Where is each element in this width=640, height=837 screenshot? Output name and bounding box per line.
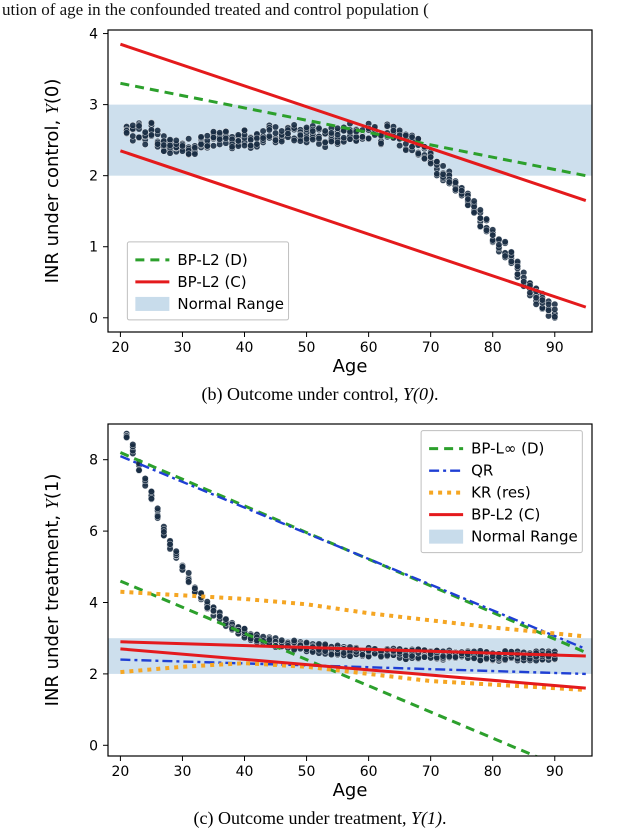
panel-c: 20 30 40 50 60 70 80 90 0 2 4 6 8 Age INR under treatm… xyxy=(40,418,600,836)
svg-text:40: 40 xyxy=(236,764,254,780)
svg-text:30: 30 xyxy=(174,340,192,356)
caption-c: (c) Outcome under treatment, Y(1). xyxy=(40,808,600,829)
svg-text:90: 90 xyxy=(546,764,564,780)
page: ution of age in the confounded treated a… xyxy=(0,0,640,837)
svg-text:INR under treatment, Y(1): INR under treatment, Y(1) xyxy=(42,474,63,707)
svg-text:8: 8 xyxy=(89,453,98,469)
svg-text:2: 2 xyxy=(89,667,98,683)
svg-text:4: 4 xyxy=(89,27,98,43)
svg-text:Age: Age xyxy=(333,356,368,377)
chart-outcome-control: 20 30 40 50 60 70 80 90 0 1 2 3 4 Age INR under contro… xyxy=(40,24,600,382)
svg-text:BP-L2 (C): BP-L2 (C) xyxy=(177,273,246,291)
svg-text:90: 90 xyxy=(546,340,564,356)
svg-text:Age: Age xyxy=(333,780,368,801)
panel-b: 20 30 40 50 60 70 80 90 0 1 2 3 4 Age INR under contro… xyxy=(40,24,600,406)
svg-text:Normal Range: Normal Range xyxy=(177,295,284,313)
svg-text:INR under control, Y(0): INR under control, Y(0) xyxy=(42,79,63,284)
svg-text:KR (res): KR (res) xyxy=(471,484,531,502)
svg-text:80: 80 xyxy=(484,340,502,356)
chart-outcome-treatment: 20 30 40 50 60 70 80 90 0 2 4 6 8 Age INR under treatm… xyxy=(40,418,600,806)
svg-text:20: 20 xyxy=(111,764,129,780)
svg-text:4: 4 xyxy=(89,595,98,611)
svg-text:2: 2 xyxy=(89,169,98,185)
svg-text:0: 0 xyxy=(89,738,98,754)
svg-text:80: 80 xyxy=(484,764,502,780)
svg-text:20: 20 xyxy=(111,340,129,356)
svg-text:50: 50 xyxy=(298,340,316,356)
caption-b: (b) Outcome under control, Y(0). xyxy=(40,384,600,405)
svg-text:BP-L∞ (D): BP-L∞ (D) xyxy=(471,440,544,458)
svg-text:50: 50 xyxy=(298,764,316,780)
svg-text:0: 0 xyxy=(89,311,98,327)
svg-text:60: 60 xyxy=(360,764,378,780)
svg-text:1: 1 xyxy=(89,240,98,256)
svg-text:BP-L2 (C): BP-L2 (C) xyxy=(471,506,540,524)
svg-text:60: 60 xyxy=(360,340,378,356)
svg-text:Normal Range: Normal Range xyxy=(471,528,578,546)
svg-text:BP-L2 (D): BP-L2 (D) xyxy=(177,251,247,269)
header-fragment: ution of age in the confounded treated a… xyxy=(0,0,640,20)
svg-text:6: 6 xyxy=(89,524,98,540)
svg-text:3: 3 xyxy=(89,98,98,114)
svg-text:70: 70 xyxy=(422,764,440,780)
svg-text:40: 40 xyxy=(236,340,254,356)
svg-text:70: 70 xyxy=(422,340,440,356)
svg-text:30: 30 xyxy=(174,764,192,780)
svg-text:QR: QR xyxy=(471,462,493,480)
